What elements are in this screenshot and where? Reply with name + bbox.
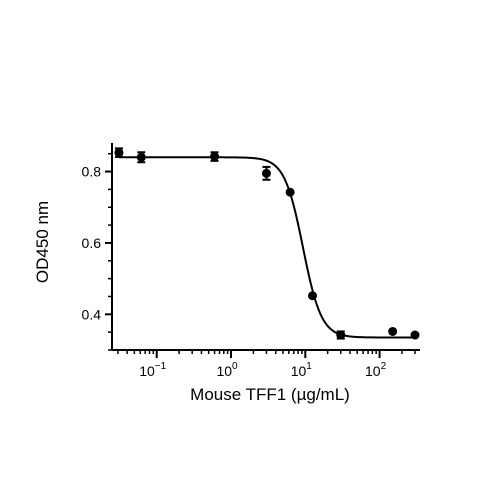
point-marker (137, 153, 146, 162)
x-tick-label: 100 (216, 361, 238, 379)
x-tick-exponent: 0 (232, 361, 238, 372)
x-ticks: 10−1 100 101 102 (118, 350, 415, 379)
x-tick-base: 10 (365, 363, 381, 379)
x-tick-label: 101 (291, 361, 313, 379)
y-tick-label: 0.8 (82, 164, 102, 180)
data-point (210, 152, 219, 161)
x-axis-title: Mouse TFF1 (µg/mL) (190, 385, 350, 404)
x-tick-exponent: 1 (306, 361, 312, 372)
point-marker (411, 331, 420, 340)
data-point (411, 331, 420, 340)
data-point (137, 152, 146, 162)
point-marker (210, 152, 219, 161)
data-point (114, 148, 123, 157)
point-marker (336, 331, 345, 340)
y-tick-label: 0.6 (82, 235, 102, 251)
data-point (308, 291, 317, 300)
fit-curve (119, 157, 415, 337)
data-point (388, 327, 397, 336)
x-tick-label: 102 (365, 361, 387, 379)
data-points (114, 148, 419, 339)
data-point (286, 188, 295, 197)
point-marker (286, 188, 295, 197)
data-point (336, 331, 345, 340)
point-marker (388, 327, 397, 336)
y-axis-title: OD450 nm (33, 201, 52, 283)
x-tick-exponent: 2 (381, 361, 387, 372)
point-marker (262, 169, 271, 178)
point-marker (114, 148, 123, 157)
x-tick-label: 10−1 (139, 361, 166, 379)
x-tick-base: 10 (139, 363, 155, 379)
y-ticks: 0.4 0.6 0.8 (82, 154, 112, 350)
y-tick-label: 0.4 (82, 306, 102, 322)
x-tick-base: 10 (216, 363, 232, 379)
data-point (262, 167, 271, 180)
x-tick-base: 10 (291, 363, 307, 379)
point-marker (308, 291, 317, 300)
x-tick-exponent: −1 (155, 361, 167, 372)
